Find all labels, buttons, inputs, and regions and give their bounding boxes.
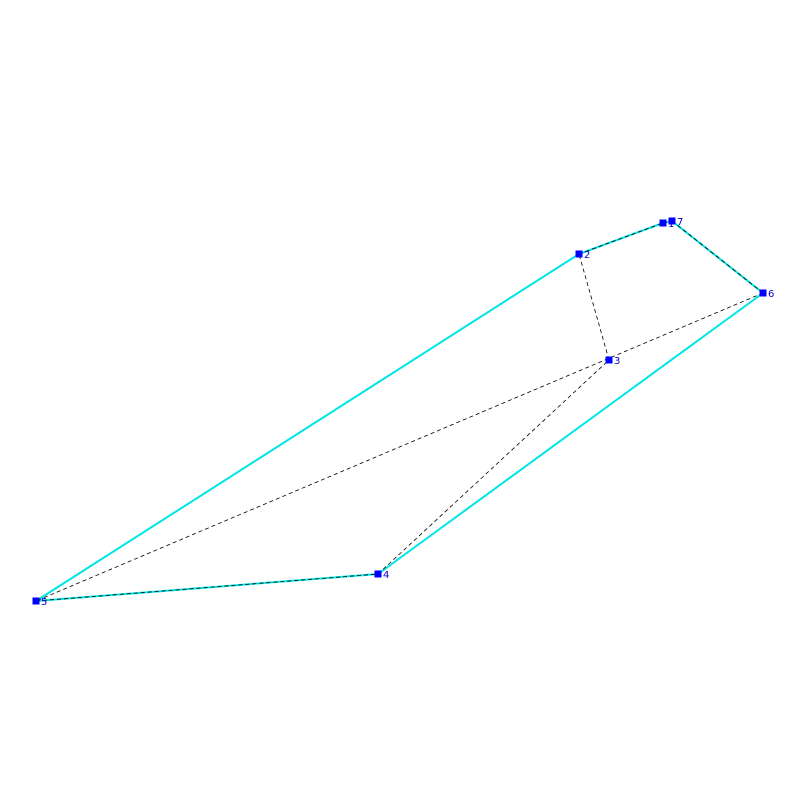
path-edges <box>35 220 764 602</box>
vertices: 1234567 <box>32 217 774 608</box>
path-edge-3-2 <box>578 253 610 361</box>
vertex-1-marker <box>659 219 667 227</box>
vertex-5-label: 5 <box>41 597 47 608</box>
vertex-2-marker <box>575 250 583 258</box>
hull-edge-6-4 <box>377 292 764 575</box>
path-edge-4-3 <box>377 359 610 575</box>
vertex-5-marker <box>32 597 40 605</box>
vertex-4-marker <box>374 570 382 578</box>
vertex-6-marker <box>759 289 767 297</box>
vertex-3-marker <box>605 356 613 364</box>
hull-edges <box>35 220 764 602</box>
vertex-2-label: 2 <box>584 250 590 261</box>
vertex-7-marker <box>668 217 676 225</box>
path-edge-7-6 <box>671 220 764 294</box>
vertex-6-label: 6 <box>768 289 774 300</box>
vertex-7-label: 7 <box>677 217 683 228</box>
path-edge-2-1 <box>578 222 664 255</box>
vertex-3-label: 3 <box>614 356 620 367</box>
path-edge-5-4 <box>35 573 379 602</box>
vertex-4-label: 4 <box>383 570 389 581</box>
path-edge-6-5 <box>35 292 764 602</box>
hull-edge-5-2 <box>35 253 580 602</box>
